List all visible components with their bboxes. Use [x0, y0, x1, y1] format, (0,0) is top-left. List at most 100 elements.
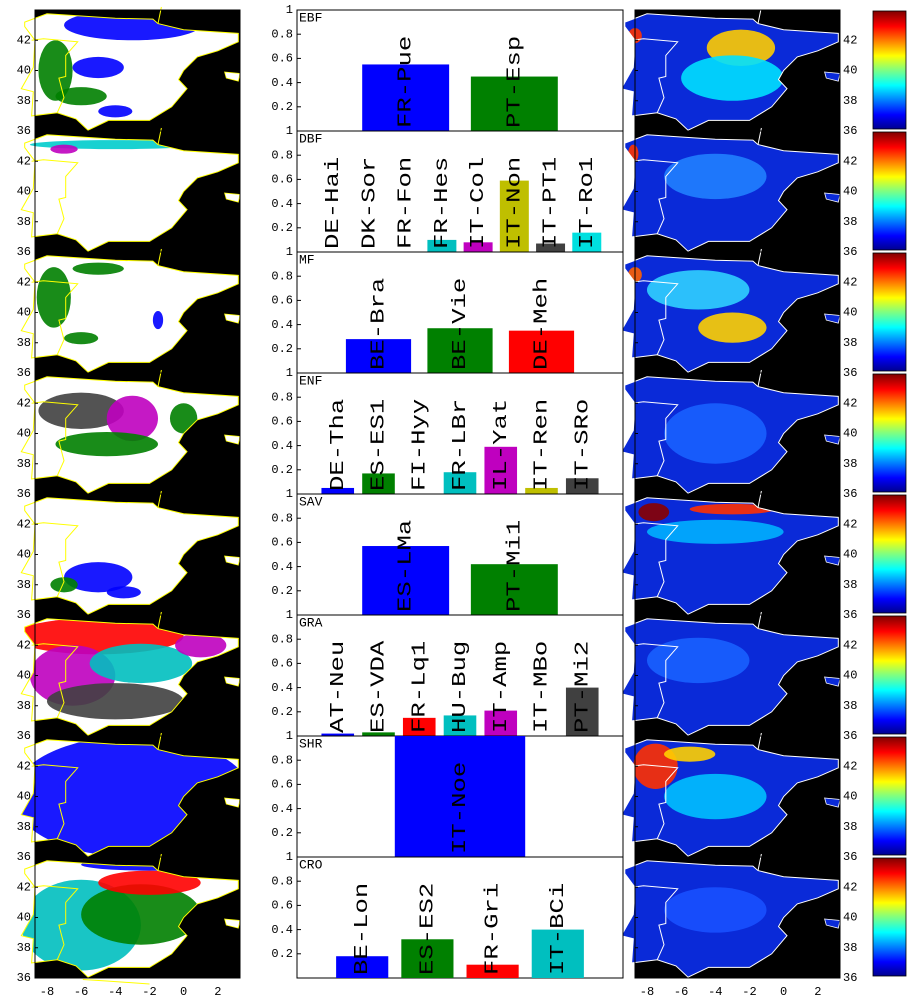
y-tick-label: 0.2 [271, 584, 293, 598]
map-x-tick-label: -8 [640, 985, 654, 999]
land-pattern [664, 887, 767, 933]
bar-label: PT-Mi1 [503, 520, 525, 612]
bar [362, 64, 450, 131]
bar-label: IT-Non [503, 157, 525, 249]
island [824, 918, 841, 929]
border [631, 401, 679, 477]
bar-label: FR-Gri [482, 883, 504, 975]
map-y-tick-label: 40 [17, 790, 31, 804]
bar-label: DK-Sor [358, 157, 380, 249]
map-y-tick-label: 42 [843, 396, 857, 410]
map-y-tick-label: 38 [17, 336, 31, 350]
land-patch [664, 887, 767, 933]
island [224, 676, 241, 687]
map-y-tick-label: 42 [843, 517, 857, 531]
y-tick-label: 0.6 [271, 173, 293, 187]
bar-label: IT-Noe [449, 762, 471, 854]
border [631, 38, 679, 114]
border [631, 522, 679, 598]
map-y-tick-label: 40 [843, 185, 857, 199]
colorbar [872, 857, 907, 977]
land-patch [72, 56, 124, 79]
y-tick-label: 0.4 [271, 76, 293, 90]
map-y-tick-label: 36 [17, 487, 31, 501]
land-pattern [633, 743, 767, 820]
bar-label: IT-Amp [490, 641, 512, 733]
land-pattern [628, 267, 767, 343]
coastline [20, 255, 239, 373]
y-tick-label: 0.2 [271, 947, 293, 961]
land-patch [689, 503, 776, 515]
bar [362, 546, 450, 615]
bar-label: PT-Mi2 [571, 641, 593, 733]
bar [531, 929, 584, 978]
bar-label: FR-Lq1 [408, 641, 430, 733]
colorbar [872, 736, 907, 856]
y-tick-label: 0.4 [271, 923, 293, 937]
y-tick-label: 0.8 [271, 511, 293, 525]
coastline [20, 860, 239, 978]
island [224, 313, 241, 324]
y-tick-label: 0.6 [271, 415, 293, 429]
map-y-tick-label: 42 [843, 154, 857, 168]
y-tick-label: 0.8 [271, 753, 293, 767]
bar-label: HU-Bug [449, 641, 471, 733]
map-x-tick-label: -2 [142, 985, 156, 999]
bar [402, 717, 436, 736]
land-patch [55, 431, 158, 457]
map-y-tick-label: 40 [17, 306, 31, 320]
land-patch [106, 586, 141, 599]
bar [427, 328, 493, 373]
bar [443, 472, 477, 494]
bar-label: FR-Hes [431, 157, 453, 249]
map-x-tick-label: 0 [780, 985, 787, 999]
map-y-tick-label: 40 [17, 185, 31, 199]
map-y-tick-label: 36 [17, 124, 31, 138]
map-y-tick-label: 36 [843, 729, 857, 743]
land-patch [646, 270, 750, 310]
coastline [20, 134, 239, 252]
land-patch [38, 392, 124, 429]
bar [394, 736, 526, 857]
bar [484, 710, 518, 736]
y-tick-label: 0.4 [271, 318, 293, 332]
land-patch [664, 773, 767, 820]
border [31, 764, 79, 840]
island [824, 313, 841, 324]
map-y-tick-label: 40 [843, 669, 857, 683]
border [31, 643, 79, 719]
land-pattern [664, 403, 767, 464]
map-y-tick-label: 42 [843, 275, 857, 289]
map-y-tick-label: 42 [17, 880, 31, 894]
map-x-tick-label: 0 [180, 985, 187, 999]
y-tick-label: 0.2 [271, 342, 293, 356]
map-x-tick-label: -8 [40, 985, 54, 999]
map-y-tick-label: 36 [843, 971, 857, 985]
panel-title: ENF [299, 373, 322, 388]
map-y-tick-label: 42 [843, 880, 857, 894]
map-y-tick-label: 40 [843, 64, 857, 78]
map-y-tick-label: 38 [17, 699, 31, 713]
map-x-tick-label: 2 [214, 985, 221, 999]
coastline [20, 376, 239, 494]
map-y-tick-label: 40 [843, 427, 857, 441]
y-tick-label: 0.2 [271, 826, 293, 840]
bar [484, 446, 518, 494]
bar-label: DE-Meh [531, 278, 553, 370]
land-pattern [38, 392, 198, 457]
plot-area [296, 9, 624, 132]
y-tick-label: 0.4 [271, 197, 293, 211]
bar-label: AT-Neu [327, 641, 349, 733]
bar [466, 964, 519, 978]
map-y-tick-label: 40 [843, 306, 857, 320]
map-y-tick-label: 38 [843, 215, 857, 229]
colorbar [872, 373, 907, 493]
bar-label: ES-ES2 [416, 883, 438, 975]
coastline [620, 255, 839, 373]
land-pattern [50, 562, 141, 599]
y-tick-label: 0.6 [271, 657, 293, 671]
y-tick-label: 0.6 [271, 294, 293, 308]
land-patch [175, 633, 227, 658]
y-tick-label: 0.4 [271, 802, 293, 816]
